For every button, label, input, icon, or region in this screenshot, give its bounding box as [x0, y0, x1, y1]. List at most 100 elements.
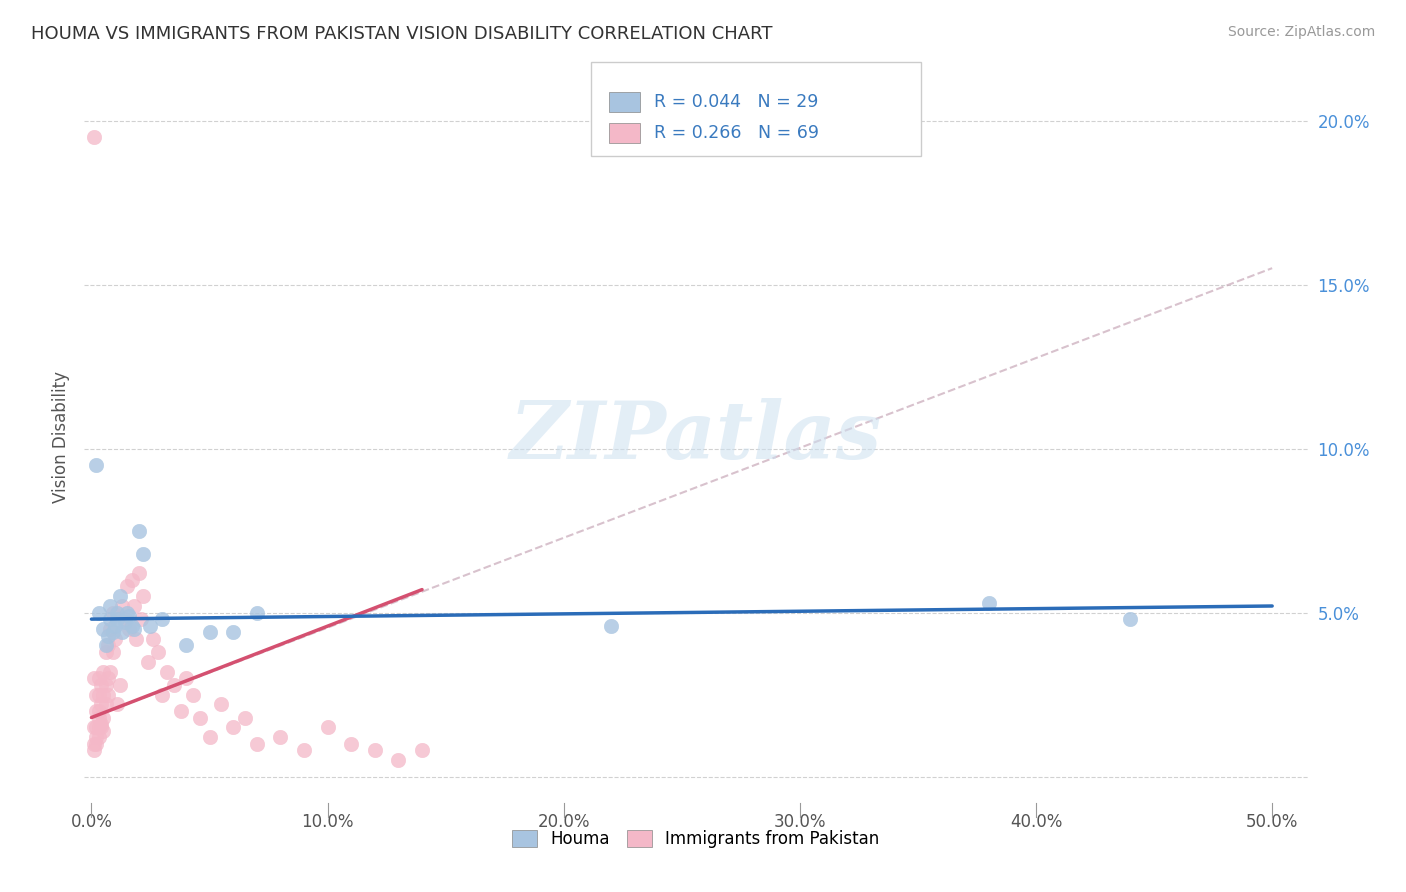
Point — [91, 622, 114, 636]
Point — [150, 612, 173, 626]
Point — [91, 723, 114, 738]
Point — [94, 638, 117, 652]
Point — [87, 688, 110, 702]
Point — [91, 665, 114, 679]
Point — [107, 606, 129, 620]
Point — [246, 737, 269, 751]
Point — [122, 622, 145, 636]
Point — [98, 665, 121, 679]
Y-axis label: Vision Disability: Vision Disability — [52, 371, 70, 503]
Point — [108, 678, 131, 692]
Point — [129, 612, 152, 626]
Point — [132, 547, 155, 561]
Point — [107, 698, 129, 712]
Point — [114, 612, 136, 626]
Point — [118, 622, 141, 636]
Point — [121, 618, 143, 632]
Point — [90, 720, 112, 734]
Point — [87, 730, 110, 744]
Text: Source: ZipAtlas.com: Source: ZipAtlas.com — [1227, 25, 1375, 39]
Point — [136, 655, 159, 669]
Point — [977, 596, 1000, 610]
Point — [84, 730, 107, 744]
Point — [387, 753, 409, 767]
Point — [128, 524, 150, 538]
Point — [246, 606, 269, 620]
Point — [111, 599, 134, 613]
Point — [83, 720, 105, 734]
Point — [91, 710, 114, 724]
Point — [115, 606, 138, 620]
Point — [87, 704, 110, 718]
Point — [84, 458, 107, 472]
Point — [222, 720, 245, 734]
Point — [83, 671, 105, 685]
Point — [1119, 612, 1142, 626]
Point — [128, 566, 150, 581]
Point — [163, 678, 186, 692]
Point — [90, 717, 112, 731]
Point — [174, 671, 197, 685]
Point — [84, 704, 107, 718]
Point — [198, 625, 221, 640]
Point — [98, 599, 121, 613]
Point — [188, 710, 211, 724]
Point — [101, 606, 124, 620]
Point — [84, 737, 107, 751]
Point — [90, 678, 112, 692]
Point — [104, 618, 127, 632]
Point — [87, 606, 110, 620]
Point — [94, 645, 117, 659]
Point — [83, 743, 105, 757]
Point — [118, 608, 141, 623]
Point — [122, 599, 145, 613]
Point — [139, 618, 162, 632]
Point — [107, 612, 129, 626]
Point — [94, 698, 117, 712]
Point — [83, 130, 105, 145]
Text: ZIPatlas: ZIPatlas — [510, 399, 882, 475]
Point — [115, 579, 138, 593]
Point — [98, 622, 121, 636]
Point — [174, 638, 197, 652]
Point — [222, 625, 245, 640]
Point — [94, 678, 117, 692]
Point — [209, 698, 232, 712]
Legend: Houma, Immigrants from Pakistan: Houma, Immigrants from Pakistan — [505, 822, 887, 856]
Point — [132, 589, 155, 603]
Point — [90, 698, 112, 712]
Point — [91, 688, 114, 702]
Point — [125, 632, 148, 646]
Point — [411, 743, 433, 757]
Point — [83, 737, 105, 751]
Point — [97, 671, 120, 685]
Point — [87, 720, 110, 734]
Point — [233, 710, 256, 724]
Point — [146, 645, 169, 659]
Point — [121, 573, 143, 587]
Point — [97, 688, 120, 702]
Point — [316, 720, 339, 734]
Point — [84, 688, 107, 702]
Point — [98, 612, 121, 626]
Point — [181, 688, 204, 702]
Point — [97, 628, 120, 642]
Point — [87, 710, 110, 724]
Text: R = 0.266   N = 69: R = 0.266 N = 69 — [654, 124, 818, 142]
Point — [170, 704, 193, 718]
Point — [269, 730, 291, 744]
Point — [142, 632, 165, 646]
Point — [156, 665, 179, 679]
Point — [108, 589, 131, 603]
Point — [87, 671, 110, 685]
Point — [114, 615, 136, 630]
Point — [104, 632, 127, 646]
Point — [600, 618, 623, 632]
Text: HOUMA VS IMMIGRANTS FROM PAKISTAN VISION DISABILITY CORRELATION CHART: HOUMA VS IMMIGRANTS FROM PAKISTAN VISION… — [31, 25, 772, 43]
Point — [292, 743, 315, 757]
Point — [97, 638, 120, 652]
Point — [364, 743, 387, 757]
Point — [340, 737, 363, 751]
Point — [198, 730, 221, 744]
Point — [101, 625, 124, 640]
